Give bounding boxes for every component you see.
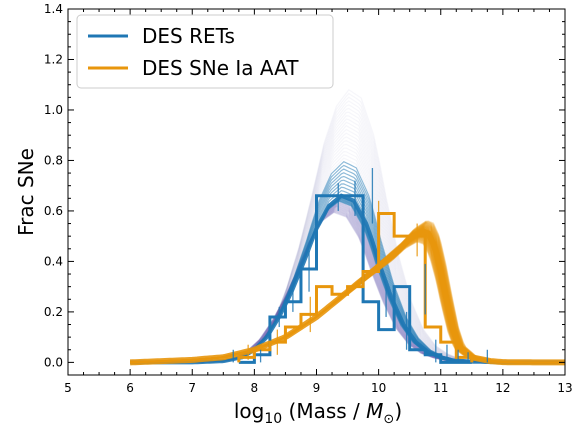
x-tick-label: 7 <box>188 381 196 395</box>
model-curve <box>130 232 565 364</box>
model-curve <box>130 231 565 364</box>
x-tick-label: 5 <box>64 381 72 395</box>
y-tick-label: 1.0 <box>44 103 63 117</box>
histogram-des-rets <box>238 194 472 364</box>
model-curve <box>130 199 565 363</box>
model-curve <box>130 202 565 363</box>
model-curve <box>130 198 565 363</box>
model-bands <box>129 88 565 366</box>
x-label-sun: ⊙ <box>383 412 394 427</box>
model-curve <box>130 205 565 363</box>
model-curve <box>130 239 565 364</box>
model-curve <box>130 200 565 363</box>
model-curve <box>130 236 565 364</box>
x-tick-label: 11 <box>433 381 448 395</box>
x-label-text: (Mass / <box>282 399 366 423</box>
model-curve <box>130 205 565 363</box>
x-tick-label: 9 <box>313 381 321 395</box>
model-curve <box>130 203 565 363</box>
model-curve <box>130 196 565 363</box>
y-tick-label: 0.2 <box>44 305 63 319</box>
model-curve <box>130 229 565 364</box>
model-curve <box>130 107 565 363</box>
model-curve <box>130 124 565 363</box>
model-curve <box>130 238 565 364</box>
model-curve <box>130 231 565 364</box>
model-curve <box>130 203 565 363</box>
y-tick-label: 1.2 <box>44 52 63 66</box>
model-curve <box>130 233 565 364</box>
model-curve <box>130 200 565 363</box>
model-curve <box>130 195 565 363</box>
model-curve <box>130 231 565 364</box>
model-curve <box>130 236 565 364</box>
model-curve <box>130 201 565 363</box>
model-curve <box>130 201 565 363</box>
x-tick-label: 6 <box>126 381 134 395</box>
model-curve <box>130 104 565 363</box>
model-curve <box>130 232 565 364</box>
model-curve <box>130 121 565 363</box>
y-tick-label: 1.4 <box>44 2 63 16</box>
histograms <box>237 194 474 364</box>
model-curve <box>130 238 565 364</box>
legend-box <box>76 14 334 89</box>
legend: DES RETs DES SNe Ia AAT <box>76 14 334 89</box>
model-curve <box>130 229 565 364</box>
model-curve <box>130 160 565 363</box>
error-bars <box>232 168 488 363</box>
model-curve <box>130 111 565 363</box>
y-tick-label: 0.4 <box>44 254 63 268</box>
model-curve <box>130 206 565 363</box>
plot-frame <box>67 8 566 376</box>
x-tick-label: 8 <box>251 381 259 395</box>
legend-label-des-snia-aat: DES SNe Ia AAT <box>142 56 299 80</box>
model-curve <box>130 205 565 363</box>
model-curve <box>130 239 565 364</box>
model-curve <box>130 143 565 363</box>
model-curve <box>130 147 565 363</box>
model-curve <box>130 235 565 364</box>
y-tick-label: 0.8 <box>44 153 63 167</box>
x-label-mass: M <box>366 399 383 423</box>
model-curve <box>130 228 565 364</box>
y-tick-label: 0.0 <box>44 355 63 369</box>
x-tick-label: 13 <box>557 381 572 395</box>
model-curve <box>130 204 565 363</box>
histogram-des-sne-ia-aat <box>237 211 474 363</box>
y-tick-label: 0.6 <box>44 204 63 218</box>
model-curve <box>130 241 565 364</box>
x-label-subscript: 10 <box>264 411 282 427</box>
model-curve <box>130 196 565 363</box>
x-tick-label: 12 <box>495 381 510 395</box>
model-curve <box>130 235 565 364</box>
model-curve <box>130 199 565 363</box>
x-label-close: ) <box>394 399 402 423</box>
model-curve <box>130 197 565 363</box>
model-curve <box>130 240 565 364</box>
model-curve <box>130 128 565 363</box>
model-curve <box>130 230 565 364</box>
legend-label-des-rets: DES RETs <box>142 24 235 48</box>
model-curve-median <box>129 228 565 366</box>
model-curve <box>130 100 565 363</box>
model-curve <box>130 206 565 363</box>
model-curve <box>130 233 565 364</box>
model-curve <box>130 234 565 364</box>
tick-labels: 5 6 7 8 9 10 11 12 13 0.0 0.2 0.4 0.6 0.8 1.0 1.2 1.4 <box>44 2 573 395</box>
model-curve-median <box>130 193 565 365</box>
x-tick-label: 10 <box>371 381 386 395</box>
model-curve <box>130 237 565 364</box>
model-curve <box>130 237 565 364</box>
x-axis-label: log10 (Mass / M⊙) <box>234 399 402 427</box>
model-curve <box>130 150 565 363</box>
y-axis-label: Frac SNe <box>14 148 38 236</box>
model-curve <box>130 198 565 363</box>
